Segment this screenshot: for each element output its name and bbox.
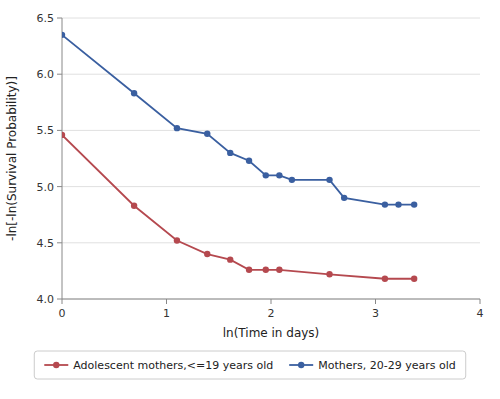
series-marker [204,251,210,257]
series-marker [382,201,388,207]
series-marker [326,271,332,277]
series-marker [131,90,137,96]
series-marker [289,177,295,183]
series-marker [411,276,417,282]
grid-line [62,299,480,300]
y-tick [57,299,62,300]
series-marker [62,132,65,138]
grid-line [62,130,480,131]
y-tick-label: 5.0 [37,181,55,194]
y-axis-label: -ln[-ln(Survival Probability)] [5,76,19,241]
grid-line [62,186,480,187]
y-tick [57,74,62,75]
x-axis [62,299,480,300]
x-axis-label: ln(Time in days) [223,326,320,340]
y-tick [57,242,62,243]
grid [62,18,480,299]
x-tick [375,299,376,304]
series-marker [276,267,282,273]
x-tick [62,299,63,304]
x-tick-label: 1 [163,307,170,320]
series-marker [276,172,282,178]
series-marker [411,201,417,207]
series-marker [174,237,180,243]
series-marker [382,276,388,282]
series-marker [395,201,401,207]
legend-label: Adolescent mothers,<=19 years old [73,359,273,372]
y-tick [57,18,62,19]
series-marker [246,158,252,164]
y-axis [62,18,63,299]
y-tick-label: 4.0 [37,293,55,306]
legend-label: Mothers, 20-29 years old [318,359,456,372]
series-marker [227,256,233,262]
series-marker [131,203,137,209]
grid-line [62,18,480,19]
x-tick [271,299,272,304]
y-tick [57,186,62,187]
plot-area [62,32,417,282]
legend-box [34,351,465,379]
series-marker [227,150,233,156]
x-tick-label: 3 [372,307,379,320]
legend-marker [298,362,304,368]
y-tick-label: 5.5 [37,124,55,137]
x-tick-label: 0 [59,307,66,320]
series-marker [263,267,269,273]
series-marker [62,32,65,38]
legend: Adolescent mothers,<=19 years old Mothers… [34,351,465,379]
grid-line [62,74,480,75]
x-tick-label: 2 [268,307,275,320]
series-marker [174,125,180,131]
series-marker [326,177,332,183]
y-tick-label: 6.0 [37,68,55,81]
series-marker [263,172,269,178]
series-marker [246,267,252,273]
x-tick-label: 4 [477,307,484,320]
series-marker [204,131,210,137]
y-tick-label: 6.5 [37,12,55,25]
grid-line [62,242,480,243]
x-tick [166,299,167,304]
y-tick-label: 4.5 [37,237,55,250]
x-tick [480,299,481,304]
chart: 4.0 4.5 5.0 5.5 6.0 6.5 0 1 2 3 4 ln(Time in days) -… [0,0,500,399]
legend-marker [53,362,59,368]
y-tick [57,130,62,131]
series-marker [341,195,347,201]
series-line [62,35,414,205]
